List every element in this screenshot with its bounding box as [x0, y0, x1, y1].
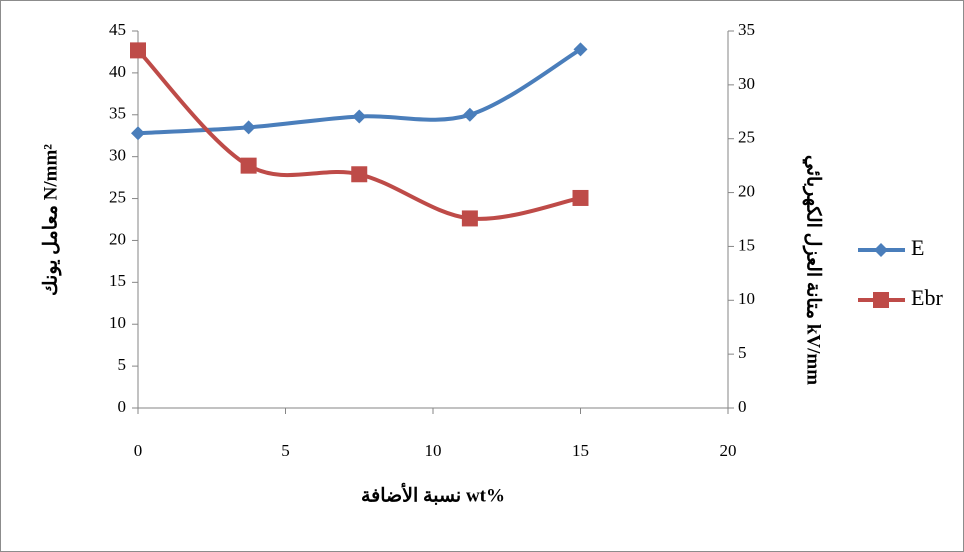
- data-point: [573, 42, 588, 57]
- y-tick-label: 30: [109, 146, 126, 165]
- data-point: [461, 210, 478, 227]
- x-axis-label: نسبة الأضافة wt%: [361, 482, 505, 506]
- y2-axis-label: متانة العزل الكهربائي kV/mm: [802, 155, 824, 385]
- y2-tick-label: 10: [738, 289, 755, 308]
- y-tick-label: 45: [109, 20, 126, 39]
- y-tick-label: 40: [109, 62, 126, 81]
- y2-tick-label: 30: [738, 74, 755, 93]
- data-point: [572, 189, 589, 206]
- data-point: [462, 107, 477, 122]
- y2-tick-label: 0: [738, 397, 747, 416]
- x-tick-label: 20: [720, 441, 737, 460]
- legend-marker: [873, 292, 889, 308]
- x-tick-label: 0: [134, 441, 143, 460]
- y2-tick-label: 15: [738, 235, 755, 254]
- y-tick-label: 15: [109, 271, 126, 290]
- data-point: [241, 120, 256, 135]
- data-point: [351, 166, 368, 183]
- y-tick-label: 20: [109, 229, 126, 248]
- data-point: [352, 109, 367, 124]
- x-tick-label: 10: [425, 441, 442, 460]
- y2-tick-label: 25: [738, 128, 755, 147]
- data-point: [240, 157, 257, 174]
- y-axis-label: معامل يونك N/mm²: [40, 144, 61, 296]
- y-tick-label: 0: [118, 397, 127, 416]
- y-tick-label: 35: [109, 104, 126, 123]
- data-point: [131, 126, 145, 141]
- x-tick-label: 15: [572, 441, 589, 460]
- y2-tick-label: 20: [738, 181, 755, 200]
- legend-label: Ebr: [911, 285, 943, 310]
- legend-label: E: [911, 235, 924, 260]
- x-tick-label: 5: [281, 441, 290, 460]
- data-point: [130, 42, 146, 59]
- y2-tick-label: 5: [738, 343, 747, 362]
- y2-tick-label: 35: [738, 20, 755, 39]
- legend-marker: [874, 243, 888, 257]
- y-tick-label: 10: [109, 313, 126, 332]
- y-tick-label: 5: [118, 355, 127, 374]
- y-tick-label: 25: [109, 187, 126, 206]
